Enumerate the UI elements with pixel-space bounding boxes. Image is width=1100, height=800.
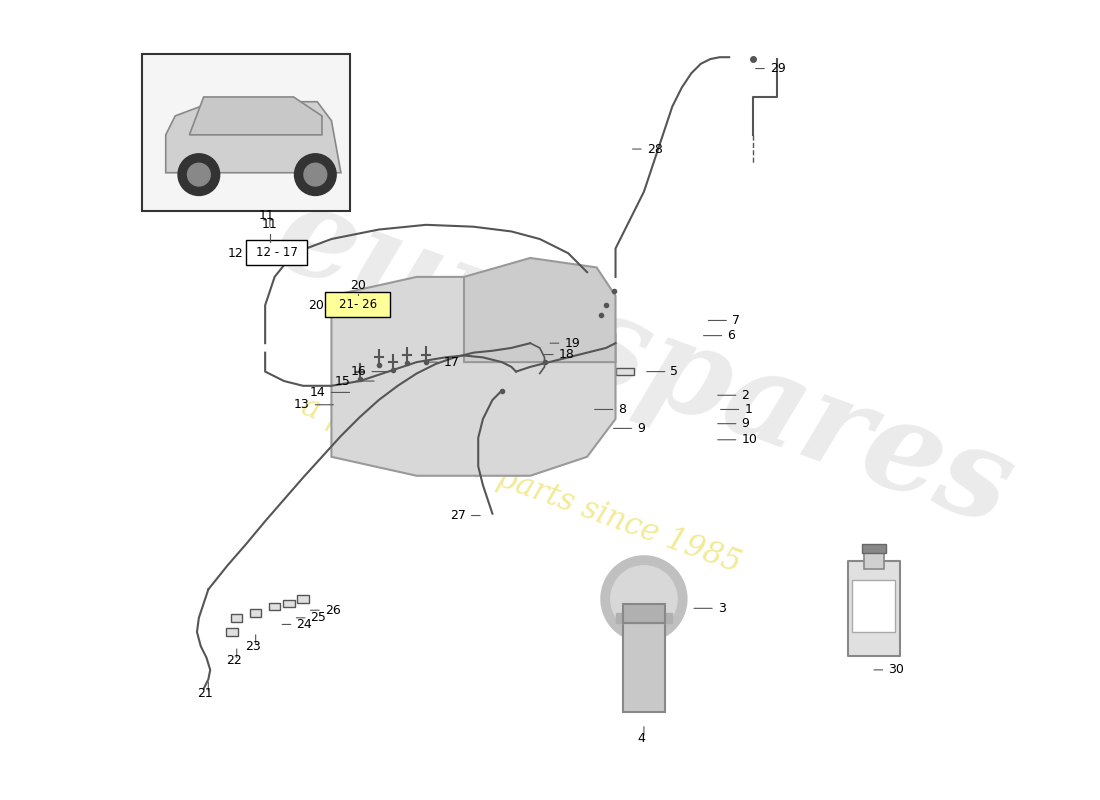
Bar bbox=[864, 550, 884, 569]
Text: 8: 8 bbox=[618, 403, 626, 416]
Text: 27: 27 bbox=[450, 509, 466, 522]
Text: 30: 30 bbox=[888, 663, 904, 676]
Circle shape bbox=[304, 163, 327, 186]
FancyBboxPatch shape bbox=[324, 292, 390, 317]
Bar bbox=[852, 580, 895, 632]
Text: 28: 28 bbox=[647, 142, 662, 155]
Text: 11: 11 bbox=[262, 218, 278, 231]
Bar bbox=[616, 368, 634, 375]
Text: eurospares: eurospares bbox=[260, 173, 1028, 551]
Text: 7: 7 bbox=[732, 314, 740, 327]
Text: 22: 22 bbox=[226, 654, 242, 667]
Polygon shape bbox=[189, 97, 322, 135]
Polygon shape bbox=[166, 102, 341, 173]
Bar bbox=[297, 595, 309, 602]
FancyBboxPatch shape bbox=[142, 54, 351, 210]
Circle shape bbox=[187, 163, 210, 186]
Polygon shape bbox=[464, 258, 616, 362]
Text: 4: 4 bbox=[637, 731, 645, 745]
Text: 3: 3 bbox=[718, 602, 726, 615]
Text: 12: 12 bbox=[228, 246, 243, 260]
Bar bbox=[231, 614, 242, 622]
Circle shape bbox=[602, 556, 686, 642]
Text: 2: 2 bbox=[741, 389, 749, 402]
Text: 20: 20 bbox=[350, 279, 366, 292]
Bar bbox=[268, 602, 280, 610]
Bar bbox=[616, 613, 672, 622]
Text: 15: 15 bbox=[334, 374, 351, 387]
Circle shape bbox=[610, 566, 678, 632]
Text: 24: 24 bbox=[296, 618, 312, 631]
Bar bbox=[283, 600, 295, 607]
Bar bbox=[861, 544, 887, 554]
Bar bbox=[250, 610, 262, 617]
Text: 23: 23 bbox=[245, 640, 261, 653]
Bar bbox=[847, 561, 900, 656]
Text: 19: 19 bbox=[564, 337, 580, 350]
Text: 9: 9 bbox=[741, 417, 749, 430]
Text: 16: 16 bbox=[351, 365, 366, 378]
Circle shape bbox=[295, 154, 337, 195]
Text: 5: 5 bbox=[670, 365, 679, 378]
Text: 26: 26 bbox=[324, 604, 341, 617]
Text: 9: 9 bbox=[637, 422, 646, 435]
Text: 17: 17 bbox=[443, 356, 459, 369]
Text: 20: 20 bbox=[308, 299, 323, 312]
Circle shape bbox=[178, 154, 220, 195]
Polygon shape bbox=[331, 277, 616, 476]
Bar bbox=[623, 603, 664, 622]
Text: 25: 25 bbox=[310, 611, 327, 624]
Bar bbox=[623, 618, 664, 713]
Bar bbox=[227, 628, 238, 636]
Text: 21: 21 bbox=[198, 687, 213, 700]
Text: 12 - 17: 12 - 17 bbox=[255, 246, 297, 258]
Text: 11: 11 bbox=[260, 209, 275, 222]
Text: a passion for parts since 1985: a passion for parts since 1985 bbox=[297, 391, 745, 579]
Text: 21- 26: 21- 26 bbox=[339, 298, 377, 311]
Text: 14: 14 bbox=[310, 386, 326, 399]
Text: 1: 1 bbox=[745, 403, 752, 416]
FancyBboxPatch shape bbox=[246, 240, 307, 265]
Text: 10: 10 bbox=[741, 434, 757, 446]
Text: 18: 18 bbox=[559, 348, 574, 361]
Text: 6: 6 bbox=[727, 329, 735, 342]
Text: 13: 13 bbox=[294, 398, 310, 411]
Text: 29: 29 bbox=[770, 62, 785, 75]
